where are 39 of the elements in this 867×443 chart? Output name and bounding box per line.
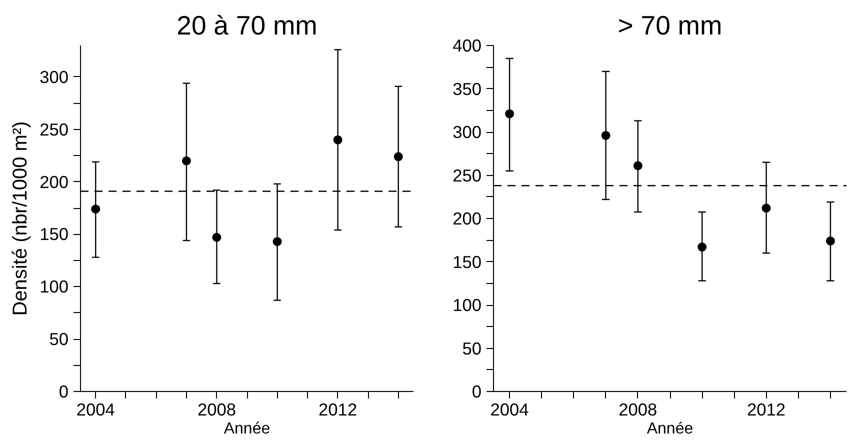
y-tick-label: 300 [452, 122, 482, 142]
point [633, 161, 642, 170]
y-tick-label: 150 [452, 252, 482, 272]
point [505, 109, 514, 118]
x-tick-label: 2012 [747, 400, 786, 420]
chart-title: 20 à 70 mm [176, 10, 318, 40]
y-tick-label: 50 [49, 329, 69, 350]
y-tick-label: 200 [452, 208, 482, 228]
point [394, 152, 403, 162]
y-tick-label: 0 [58, 382, 69, 402]
point [826, 236, 835, 246]
point [762, 204, 771, 213]
x-tick-label: 2004 [490, 400, 530, 420]
y-tick-label: 400 [452, 36, 482, 56]
y-tick-label: 0 [472, 382, 482, 402]
y-tick-label: 250 [40, 119, 69, 140]
point [601, 130, 610, 140]
point [91, 204, 100, 214]
y-tick-label: 350 [452, 78, 482, 99]
y-tick-label: 300 [40, 66, 69, 87]
x-tick-label: 2008 [618, 400, 658, 420]
y-tick-label: 100 [452, 295, 482, 315]
x-tick-label: 2008 [197, 400, 236, 420]
x-axis-title: Année [646, 420, 694, 438]
y-tick-label: 250 [452, 165, 482, 186]
y-tick-label: 150 [40, 224, 69, 244]
y-tick-label: 50 [462, 338, 482, 358]
x-tick-label: 2012 [318, 400, 358, 420]
y-axis-title: Densité (nbr/1000 m²) [10, 121, 32, 316]
chart-title: > 70 mm [618, 10, 722, 40]
x-tick-label: 2004 [76, 400, 116, 420]
x-axis-title: Année [224, 420, 270, 438]
point [182, 156, 191, 166]
y-tick-label: 200 [40, 172, 69, 192]
point [698, 242, 707, 252]
point [333, 135, 342, 144]
y-tick-label: 100 [40, 276, 69, 297]
point [212, 232, 222, 242]
point [272, 237, 282, 246]
